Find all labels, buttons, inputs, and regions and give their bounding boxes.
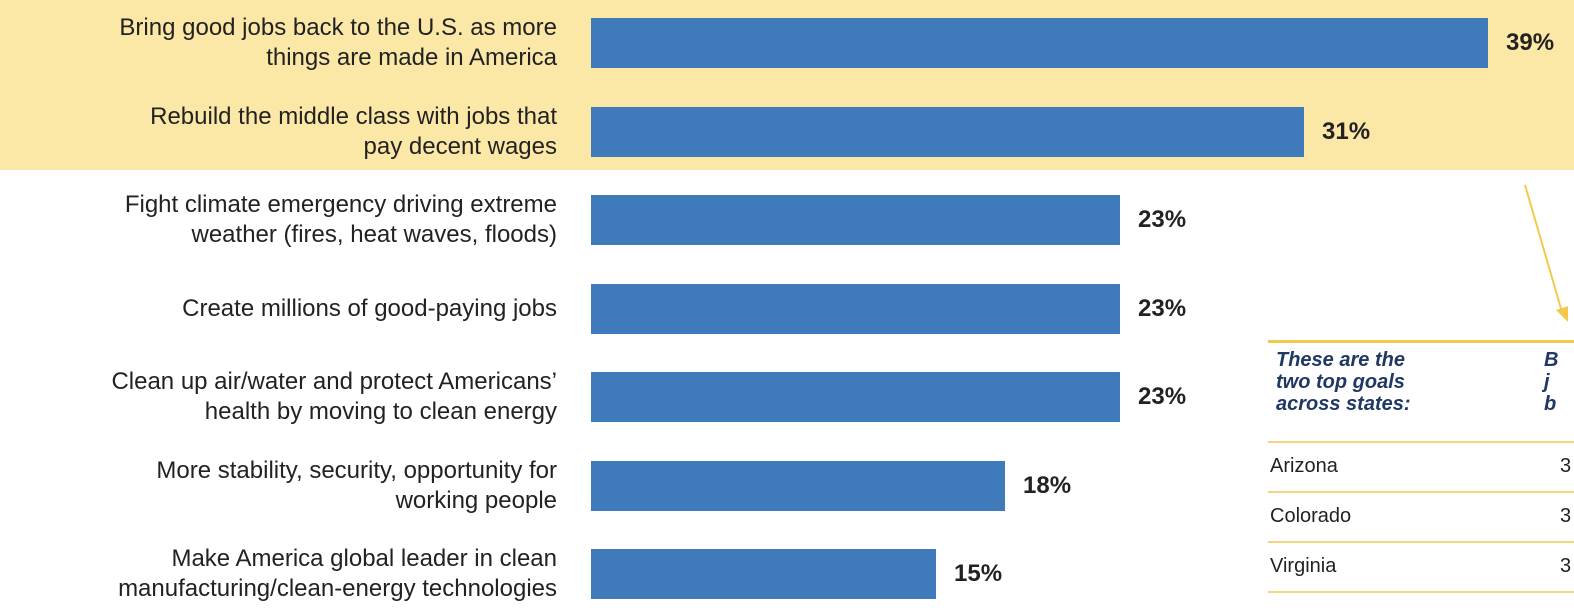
row-separator	[1268, 441, 1574, 443]
table-cell: Arizona	[1270, 455, 1338, 477]
category-label: Fight climate emergency driving extreme …	[124, 191, 557, 248]
category-label: Make America global leader in clean manu…	[118, 545, 557, 602]
row-separator	[1268, 491, 1574, 493]
table-header: B j b	[1544, 349, 1559, 415]
category-label: Create millions of good-paying jobs	[182, 294, 557, 322]
value-label: 39%	[1506, 29, 1555, 56]
bar	[591, 372, 1120, 422]
table-cell: Virginia	[1270, 555, 1337, 577]
category-label: Clean up air/water and protect Americans…	[111, 368, 557, 425]
bar	[591, 106, 1304, 157]
value-label: 23%	[1138, 294, 1187, 322]
value-label: 18%	[1023, 471, 1072, 499]
table-header: These are the two top goals across state…	[1276, 349, 1411, 415]
table-cell: 3	[1560, 555, 1572, 577]
row-separator	[1268, 591, 1574, 593]
category-label: Rebuild the middle class with jobs that …	[150, 102, 557, 160]
table-cell: 3	[1560, 505, 1572, 527]
bar	[591, 460, 1005, 511]
value-label: 23%	[1138, 383, 1187, 410]
bar	[591, 283, 1120, 334]
bar	[591, 549, 936, 599]
category-label: Bring good jobs back to the U.S. as more…	[119, 14, 557, 71]
value-label: 23%	[1138, 206, 1187, 233]
value-label: 31%	[1322, 117, 1371, 145]
category-label: More stability, security, opportunity fo…	[156, 456, 557, 514]
bar	[591, 195, 1120, 245]
table-cell: Colorado	[1270, 505, 1352, 527]
table-cell: 3	[1560, 455, 1572, 477]
row-separator	[1268, 541, 1574, 543]
bar	[591, 18, 1488, 68]
state-table: These are the two top goals across state…	[1268, 340, 1574, 610]
value-label: 15%	[954, 560, 1003, 587]
